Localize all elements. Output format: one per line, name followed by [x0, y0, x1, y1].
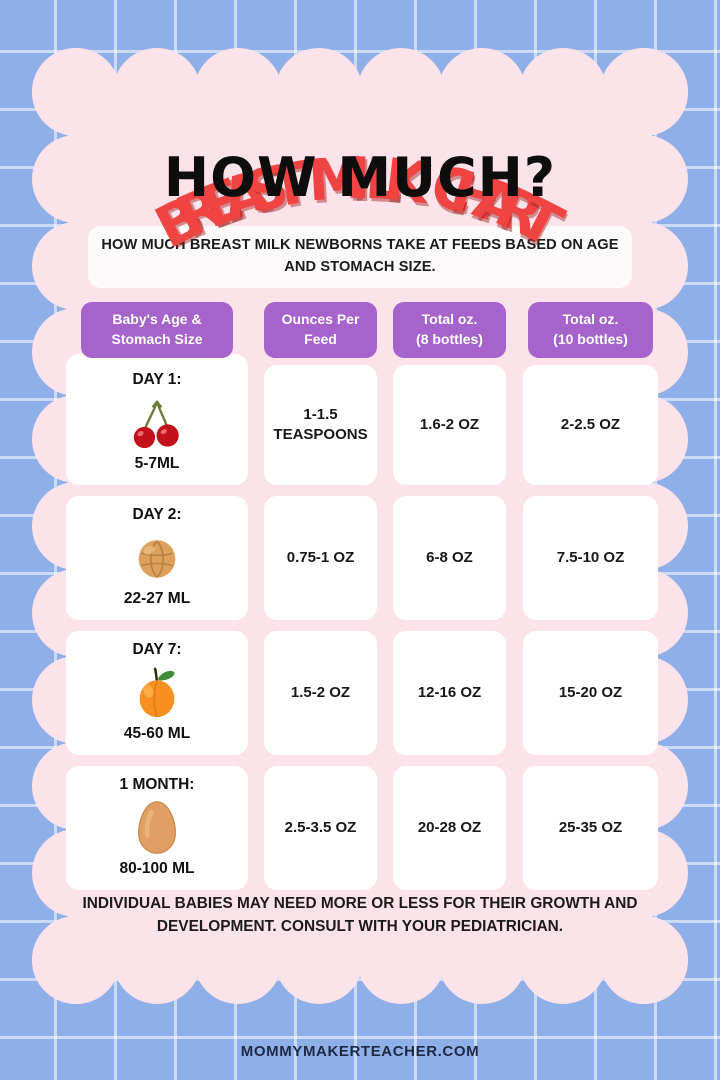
subtitle-text: HOW MUCH BREAST MILK NEWBORNS TAKE AT FE… — [101, 237, 619, 275]
walnut-icon — [128, 527, 186, 587]
column-header-total8: Total oz. (8 bottles) — [393, 302, 506, 358]
age-label: DAY 2: — [132, 505, 182, 523]
scallop-bump — [600, 134, 688, 223]
table-cell: 15-20 OZ — [523, 630, 658, 755]
column-header-ounces-line1: Ounces Per — [281, 311, 360, 327]
total-8-bottles-value: 6-8 OZ — [426, 548, 473, 566]
age-label: 1 MONTH: — [119, 775, 195, 793]
table-cell: 0.75-1 OZ — [264, 495, 377, 620]
scallop-bump — [275, 48, 364, 136]
table-cell: 25-35 OZ — [523, 765, 658, 890]
table-cell: 1.6-2 OZ — [393, 364, 506, 485]
scallop-bump — [194, 48, 283, 136]
column-header-total10-line1: Total oz. — [562, 311, 619, 327]
scallop-bump — [113, 48, 202, 136]
table-cell: 20-28 OZ — [393, 765, 506, 890]
column-header-total8-line2: (8 bottles) — [416, 330, 483, 347]
column-header-total8-line1: Total oz. — [421, 311, 478, 327]
volume-label: 22-27 ML — [123, 589, 191, 607]
total-10-bottles-value: 25-35 OZ — [558, 818, 623, 836]
scallop-bump — [518, 48, 607, 136]
breast-milk-table: Baby's Age & Stomach Size DAY 1: 5-7ML DA… — [66, 302, 658, 890]
column-header-ounces-line2: Feed — [304, 330, 337, 347]
table-cell: 7.5-10 OZ — [523, 495, 658, 620]
table-cell: 12-16 OZ — [393, 630, 506, 755]
total-8-bottles-value: 1.6-2 OZ — [419, 415, 480, 433]
scallop-bump — [32, 134, 120, 223]
ounces-per-feed-value: 2.5-3.5 OZ — [284, 818, 357, 836]
egg-icon — [128, 797, 186, 857]
table-column-age: Baby's Age & Stomach Size DAY 1: 5-7ML DA… — [66, 302, 248, 901]
table-row: DAY 1: 5-7ML — [66, 353, 248, 485]
table-cell: 1-1.5 TEASPOONS — [264, 364, 377, 485]
apricot-icon — [128, 662, 186, 722]
table-row: 1 MONTH: 80-100 ML — [66, 765, 248, 890]
scallop-bump — [437, 916, 526, 1004]
table-cell: 2.5-3.5 OZ — [264, 765, 377, 890]
volume-label: 5-7ML — [134, 454, 180, 472]
site-attribution: MOMMYMAKERTEACHER.COM — [240, 1043, 480, 1060]
column-header-ounces: Ounces Per Feed — [264, 302, 377, 358]
page-subtitle-howmuch: HOW MUCH? — [163, 146, 557, 209]
scallop-bump — [518, 916, 607, 1004]
volume-label: 45-60 ML — [123, 724, 191, 742]
table-cell: 6-8 OZ — [393, 495, 506, 620]
column-header-total10-line2: (10 bottles) — [553, 330, 628, 347]
table-column-total-8-bottles: Total oz. (8 bottles) 1.6-2 OZ 6-8 OZ 12-1… — [393, 302, 506, 901]
scallop-bump — [194, 916, 283, 1004]
subtitle-card: HOW MUCH BREAST MILK NEWBORNS TAKE AT FE… — [88, 226, 632, 288]
cherries-icon — [128, 392, 186, 452]
column-header-age: Baby's Age & Stomach Size — [81, 302, 233, 358]
ounces-per-feed-value: 1-1.5 TEASPOONS — [273, 405, 368, 443]
table-row: DAY 2: 22-27 ML — [66, 495, 248, 620]
ounces-per-feed-value: 0.75-1 OZ — [286, 548, 355, 566]
scallop-bump — [600, 916, 688, 1004]
table-row: DAY 7: 45-60 ML — [66, 630, 248, 755]
column-header-total10: Total oz. (10 bottles) — [528, 302, 653, 358]
scallop-bump — [32, 916, 120, 1004]
table-column-ounces-per-feed: Ounces Per Feed 1-1.5 TEASPOONS 0.75-1 OZ… — [264, 302, 377, 901]
volume-label: 80-100 ML — [119, 859, 195, 877]
column-header-age-line2: Stomach Size — [111, 330, 203, 347]
scallop-bump — [600, 48, 688, 136]
scallop-bump — [437, 48, 526, 136]
total-10-bottles-value: 7.5-10 OZ — [556, 548, 625, 566]
total-8-bottles-value: 12-16 OZ — [417, 683, 482, 701]
table-cell: 2-2.5 OZ — [523, 364, 658, 485]
footer-disclaimer: INDIVIDUAL BABIES MAY NEED MORE OR LESS … — [82, 895, 638, 936]
scallop-bump — [356, 916, 445, 1004]
total-10-bottles-value: 2-2.5 OZ — [560, 415, 621, 433]
scallop-bump — [275, 916, 364, 1004]
total-8-bottles-value: 20-28 OZ — [417, 818, 482, 836]
scallop-bump — [113, 916, 202, 1004]
total-10-bottles-value: 15-20 OZ — [558, 683, 623, 701]
table-column-total-10-bottles: Total oz. (10 bottles) 2-2.5 OZ 7.5-10 OZ… — [523, 302, 658, 901]
scallop-bump — [32, 48, 120, 136]
age-label: DAY 1: — [132, 370, 182, 388]
age-label: DAY 7: — [132, 640, 182, 658]
table-cell: 1.5-2 OZ — [264, 630, 377, 755]
column-header-age-line1: Baby's Age & — [112, 311, 202, 327]
ounces-per-feed-value: 1.5-2 OZ — [290, 683, 351, 701]
scallop-bump — [356, 48, 445, 136]
